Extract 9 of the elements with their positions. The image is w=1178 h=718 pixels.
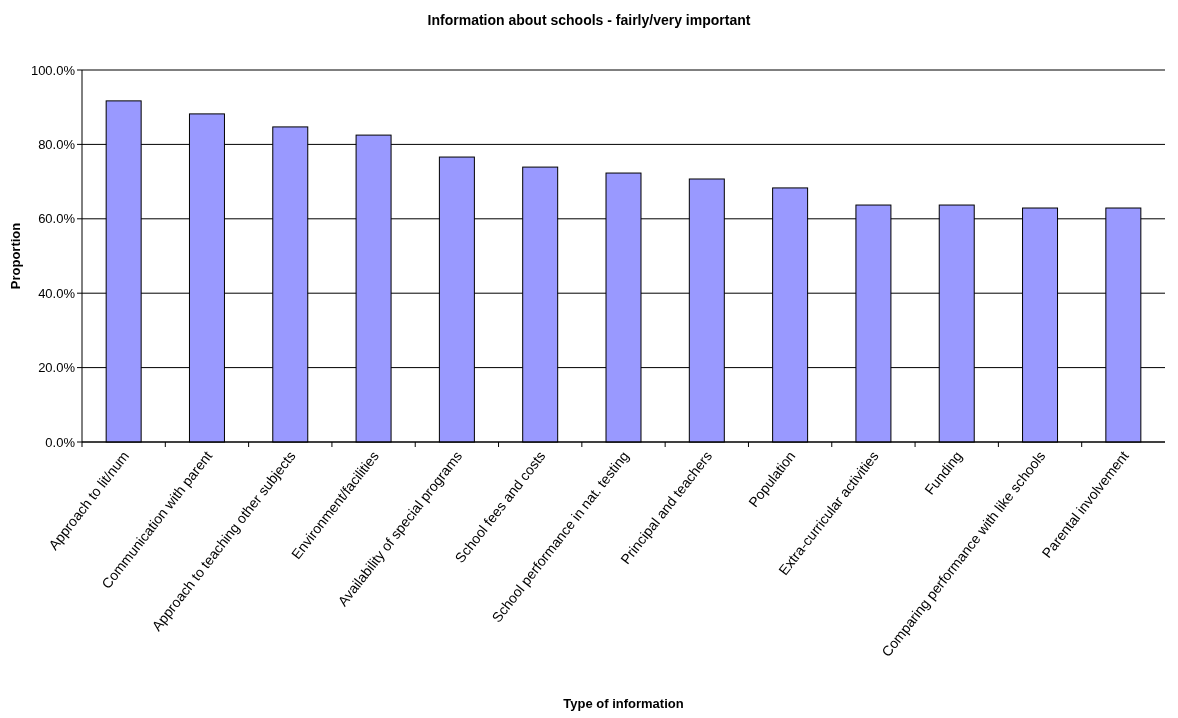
y-tick-label: 60.0% [38,211,76,227]
y-axis-title: Proportion [8,222,23,290]
y-tick-label: 40.0% [38,285,76,301]
y-tick-label: 80.0% [38,136,76,152]
y-tick-label: 20.0% [38,360,76,376]
y-tick-label: 0.0% [45,434,76,450]
x-axis-title: Type of information [563,696,684,711]
y-tick-label: 100.0% [30,62,76,78]
chart-title: Information about schools - fairly/very important [427,12,751,28]
